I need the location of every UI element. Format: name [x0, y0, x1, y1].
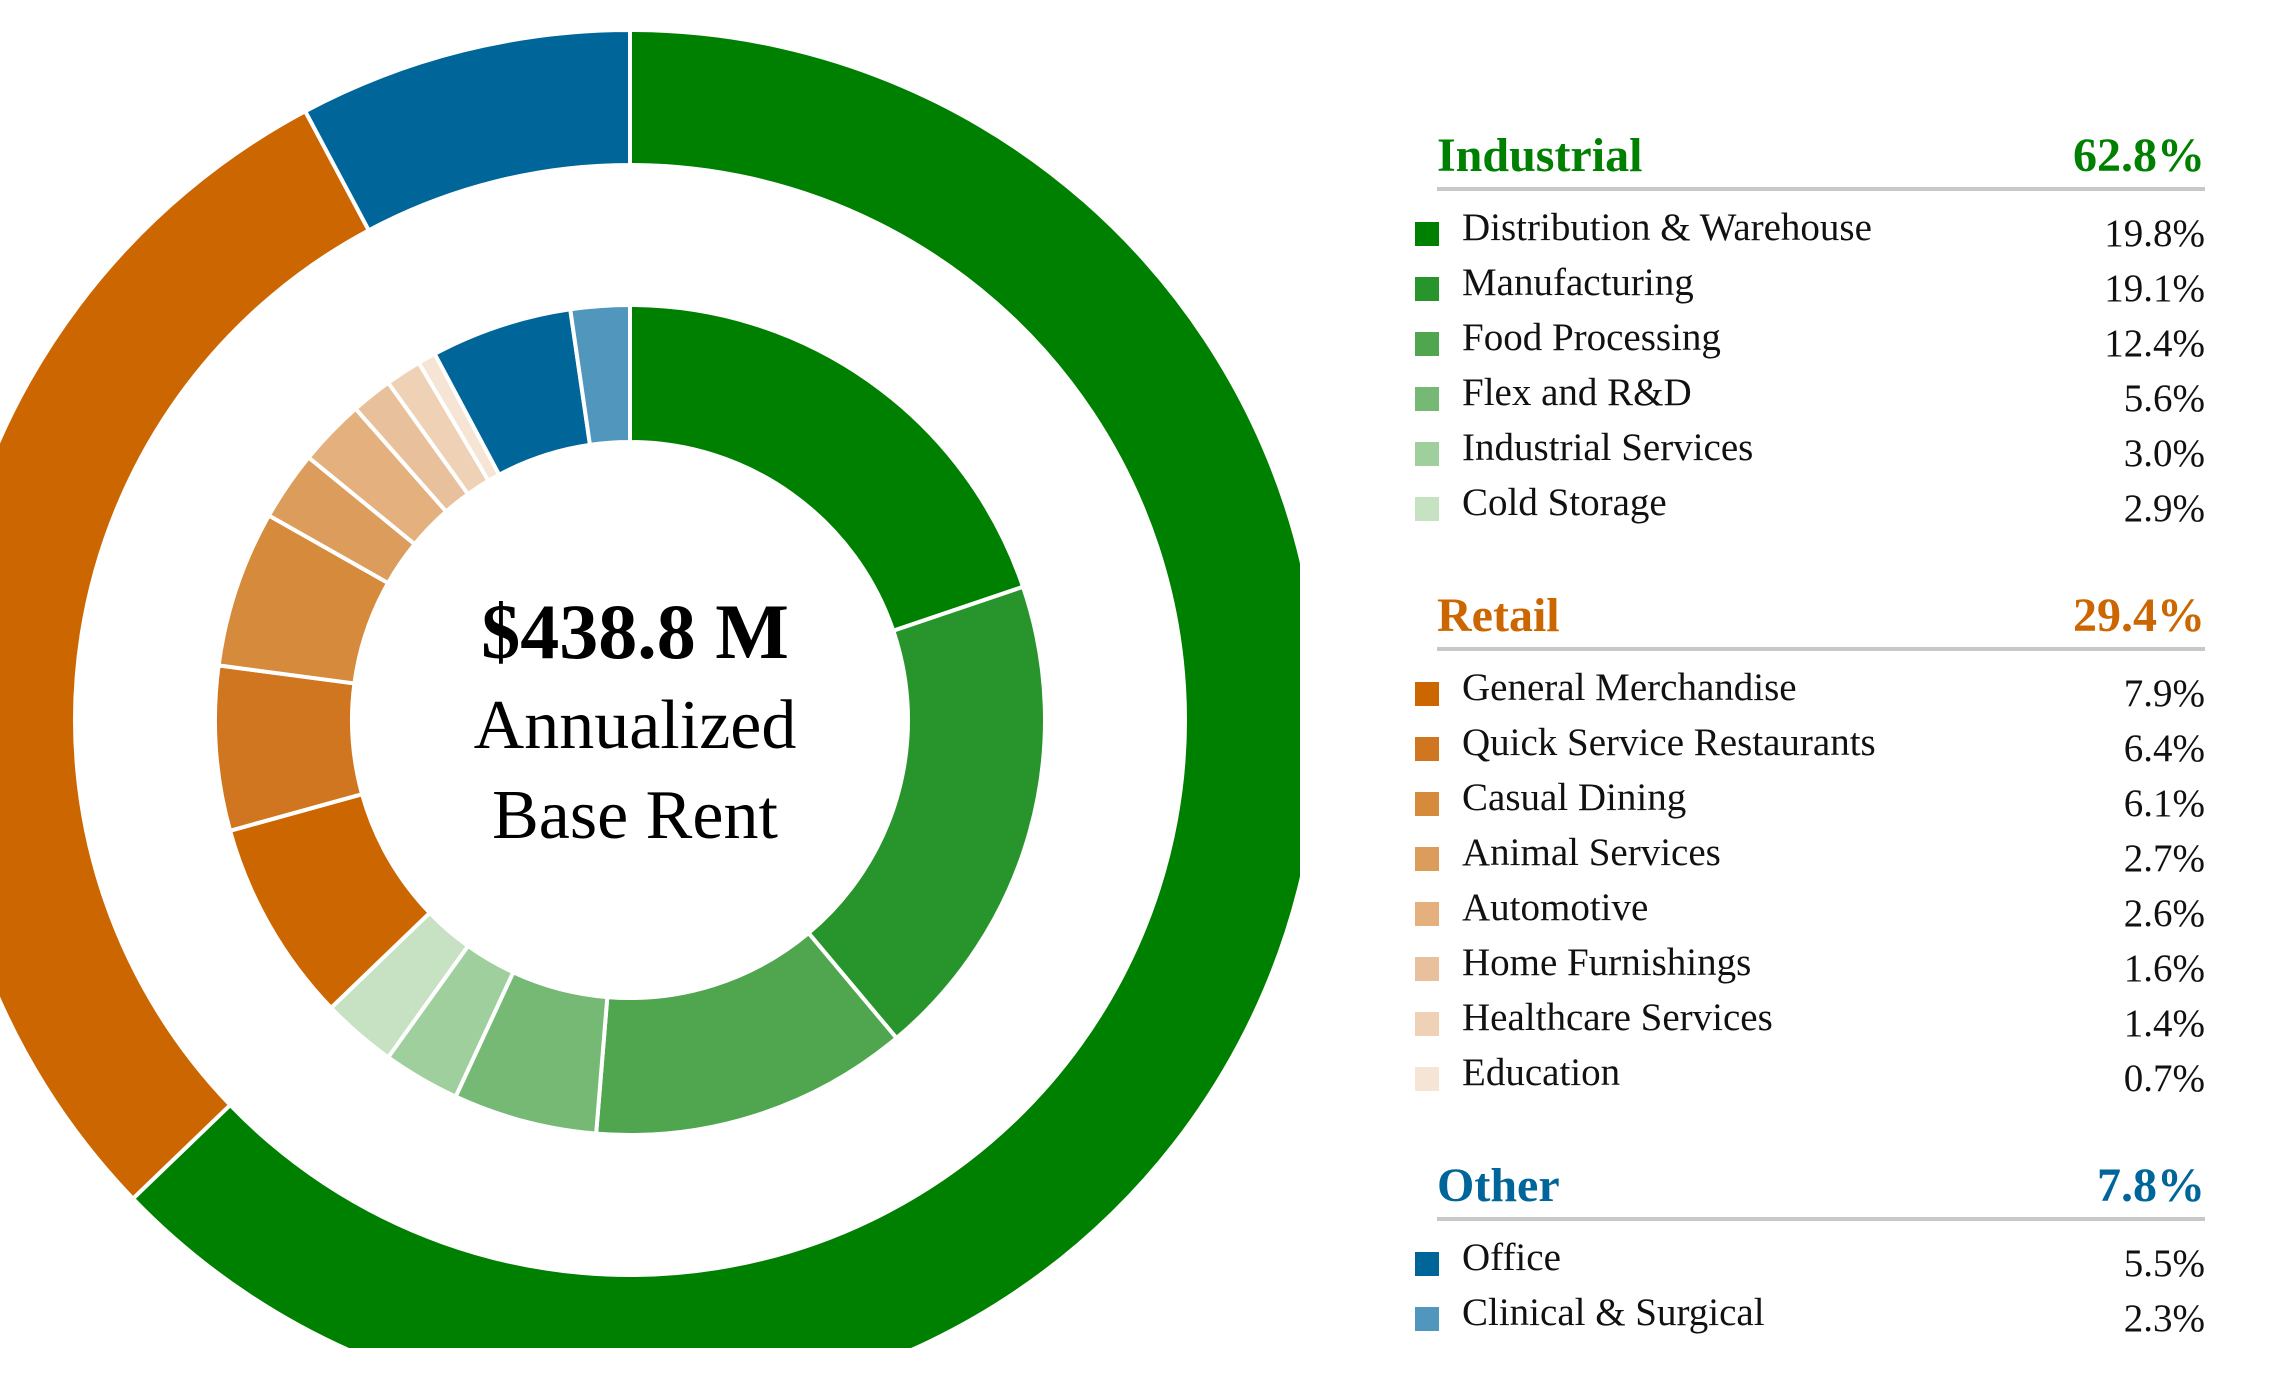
- legend-item-office: Office 5.5%: [1415, 1233, 2205, 1288]
- legend-item-value: 3.0%: [2123, 432, 2205, 475]
- legend-swatch: [1415, 332, 1439, 356]
- center-total-label: $438.8 M: [481, 588, 789, 675]
- legend-swatch: [1415, 737, 1439, 761]
- legend-swatch: [1415, 792, 1439, 816]
- legend-item-value: 2.3%: [2123, 1297, 2205, 1340]
- legend-item-label: Industrial Services: [1462, 426, 1754, 469]
- legend-swatch: [1415, 957, 1439, 981]
- legend-swatch: [1415, 277, 1439, 301]
- legend-item-value: 19.1%: [2104, 267, 2205, 310]
- legend-item-label: Animal Services: [1462, 831, 1721, 874]
- legend-item-quick-service-restaurants: Quick Service Restaurants 6.4%: [1415, 718, 2205, 773]
- legend-item-label: Quick Service Restaurants: [1462, 721, 1876, 764]
- legend-item-animal-services: Animal Services 2.7%: [1415, 828, 2205, 883]
- legend-swatch: [1415, 1307, 1439, 1331]
- legend-item-label: Casual Dining: [1462, 776, 1687, 819]
- legend-item-value: 1.4%: [2123, 1002, 2205, 1045]
- legend-item-label: Home Furnishings: [1462, 941, 1752, 984]
- legend-group-header: Retail 29.4%: [1437, 585, 2205, 651]
- outer-slice-industrial: [130, 27, 1300, 1348]
- legend-swatch: [1415, 682, 1439, 706]
- legend-item-value: 19.8%: [2104, 212, 2205, 255]
- legend-item-industrial-services: Industrial Services 3.0%: [1415, 423, 2205, 478]
- center-subtitle-line1: Annualized: [474, 687, 797, 764]
- inner-slice-clinical-and-surgical: [567, 302, 632, 448]
- legend-item-label: Food Processing: [1462, 316, 1721, 359]
- legend-item-value: 0.7%: [2123, 1057, 2205, 1100]
- legend-item-healthcare-services: Healthcare Services 1.4%: [1415, 993, 2205, 1048]
- legend-item-value: 5.5%: [2123, 1242, 2205, 1285]
- legend-item-flex-and-randd: Flex and R&D 5.6%: [1415, 368, 2205, 423]
- legend-swatch: [1415, 222, 1439, 246]
- legend-swatch: [1415, 1067, 1439, 1091]
- legend-item-label: Clinical & Surgical: [1462, 1291, 1765, 1334]
- legend-swatch: [1415, 902, 1439, 926]
- legend-group-header: Other 7.8%: [1437, 1155, 2205, 1221]
- legend-group-retail: Retail 29.4% General Merchandise 7.9% Quick …: [1415, 585, 2205, 1103]
- inner-slice-distribution-and-warehouse: [628, 302, 1026, 634]
- legend-group-percent: 7.8%: [2097, 1159, 2205, 1212]
- legend-item-value: 2.7%: [2123, 837, 2205, 880]
- legend-item-value: 2.6%: [2123, 892, 2205, 935]
- legend-item-clinical-and-surgical: Clinical & Surgical 2.3%: [1415, 1288, 2205, 1343]
- legend-swatch: [1415, 1252, 1439, 1276]
- outer-slice-other: [302, 27, 632, 234]
- legend-item-label: Automotive: [1462, 886, 1649, 929]
- outer-ring: [0, 27, 1300, 1348]
- legend-group-industrial: Industrial 62.8% Distribution & Warehouse 1…: [1415, 125, 2205, 533]
- legend-item-education: Education 0.7%: [1415, 1048, 2205, 1103]
- legend-item-label: Education: [1462, 1051, 1621, 1094]
- legend-item-label: Distribution & Warehouse: [1462, 206, 1872, 249]
- inner-ring: [213, 302, 1047, 1137]
- legend-item-food-processing: Food Processing 12.4%: [1415, 313, 2205, 368]
- legend-group-percent: 62.8%: [2073, 129, 2205, 182]
- legend-item-general-merchandise: General Merchandise 7.9%: [1415, 663, 2205, 718]
- legend-swatch: [1415, 1012, 1439, 1036]
- legend-group-other: Other 7.8% Office 5.5% Clinical & Surgical 2.…: [1415, 1155, 2205, 1343]
- legend-group-header: Industrial 62.8%: [1437, 125, 2205, 191]
- legend-item-casual-dining: Casual Dining 6.1%: [1415, 773, 2205, 828]
- legend-item-label: Flex and R&D: [1462, 371, 1692, 414]
- legend-swatch: [1415, 497, 1439, 521]
- legend-group-name: Retail: [1437, 589, 1560, 642]
- legend-item-value: 12.4%: [2104, 322, 2205, 365]
- legend-item-distribution-and-warehouse: Distribution & Warehouse 19.8%: [1415, 203, 2205, 258]
- legend-item-value: 6.4%: [2123, 727, 2205, 770]
- legend-swatch: [1415, 442, 1439, 466]
- outer-slice-retail: [0, 108, 372, 1202]
- legend-item-label: General Merchandise: [1462, 666, 1797, 709]
- legend-item-label: Healthcare Services: [1462, 996, 1773, 1039]
- legend-item-label: Cold Storage: [1462, 481, 1667, 524]
- legend: Industrial 62.8% Distribution & Warehouse 1…: [1415, 125, 2205, 1395]
- legend-item-automotive: Automotive 2.6%: [1415, 883, 2205, 938]
- legend-swatch: [1415, 847, 1439, 871]
- legend-item-manufacturing: Manufacturing 19.1%: [1415, 258, 2205, 313]
- legend-group-percent: 29.4%: [2073, 589, 2205, 642]
- center-subtitle-line2: Base Rent: [492, 777, 778, 854]
- legend-swatch: [1415, 387, 1439, 411]
- legend-item-label: Manufacturing: [1462, 261, 1694, 304]
- legend-item-value: 2.9%: [2123, 487, 2205, 530]
- legend-item-value: 1.6%: [2123, 947, 2205, 990]
- legend-group-name: Other: [1437, 1159, 1560, 1212]
- legend-item-value: 6.1%: [2123, 782, 2205, 825]
- legend-item-cold-storage: Cold Storage 2.9%: [1415, 478, 2205, 533]
- legend-item-value: 7.9%: [2123, 672, 2205, 715]
- legend-item-home-furnishings: Home Furnishings 1.6%: [1415, 938, 2205, 993]
- inner-slice-manufacturing: [805, 584, 1047, 1041]
- legend-group-name: Industrial: [1437, 129, 1643, 182]
- legend-item-label: Office: [1462, 1236, 1561, 1279]
- nested-donut-chart: $438.8 M Annualized Base Rent: [0, 27, 1300, 1348]
- legend-item-value: 5.6%: [2123, 377, 2205, 420]
